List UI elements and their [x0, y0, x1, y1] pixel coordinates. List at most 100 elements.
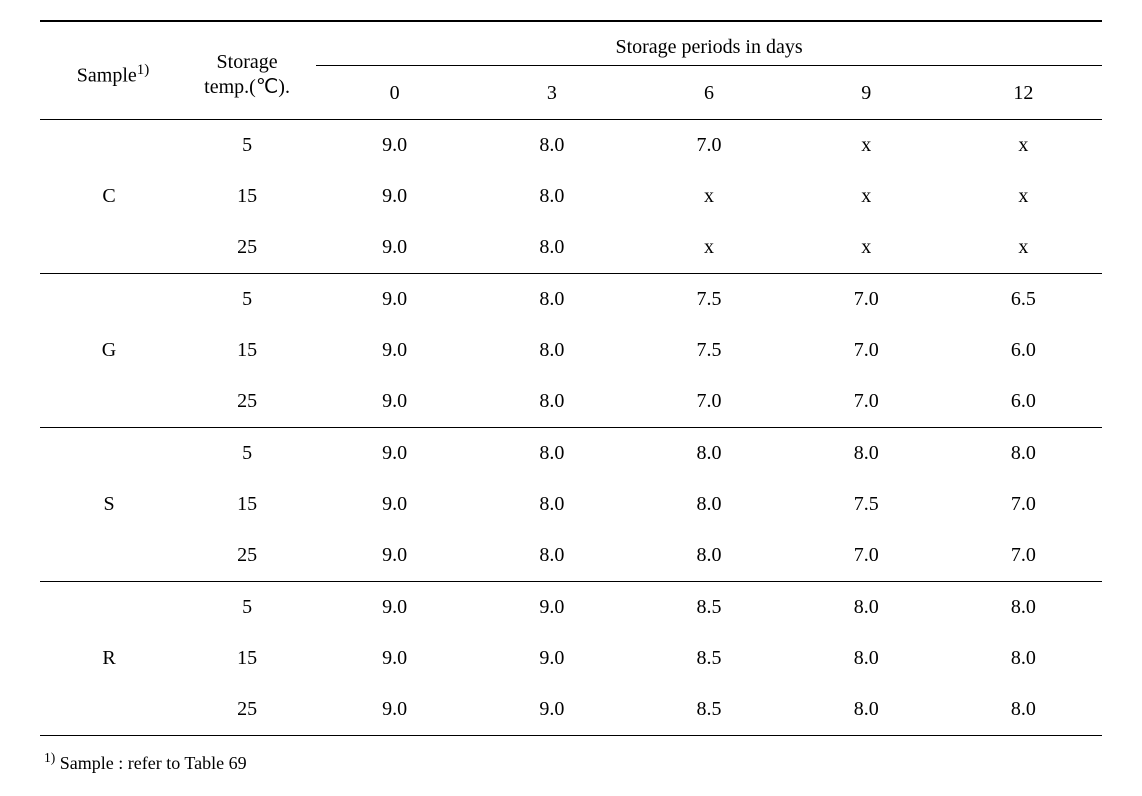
- table-body: C 5 9.0 8.0 7.0 x x 15 9.0 8.0 x x x 25 …: [40, 120, 1102, 736]
- value-cell: x: [788, 120, 945, 172]
- table-row: 25 9.0 8.0 7.0 7.0 6.0: [40, 376, 1102, 428]
- temp-cell: 25: [178, 530, 316, 582]
- value-cell: 8.0: [945, 582, 1102, 634]
- value-cell: 7.0: [945, 530, 1102, 582]
- value-cell: 7.5: [630, 325, 787, 376]
- col-header-sample: Sample1): [40, 21, 178, 120]
- value-cell: 9.0: [316, 325, 473, 376]
- value-cell: 8.0: [945, 684, 1102, 736]
- value-cell: 9.0: [316, 171, 473, 222]
- temp-cell: 15: [178, 171, 316, 222]
- spanner-label: Storage periods in days: [316, 36, 1102, 66]
- col-header-day: 0: [316, 72, 473, 120]
- value-cell: 8.0: [473, 479, 630, 530]
- value-cell: 8.0: [473, 171, 630, 222]
- value-cell: 9.0: [316, 120, 473, 172]
- value-cell: 7.0: [630, 376, 787, 428]
- table-row: S 5 9.0 8.0 8.0 8.0 8.0: [40, 428, 1102, 480]
- value-cell: 8.0: [788, 684, 945, 736]
- sample-cell: C: [40, 120, 178, 274]
- temp-label-line2: temp.(℃).: [204, 76, 290, 98]
- value-cell: 9.0: [316, 479, 473, 530]
- value-cell: 8.0: [945, 428, 1102, 480]
- value-cell: 8.0: [473, 325, 630, 376]
- value-cell: 8.0: [473, 222, 630, 274]
- value-cell: 9.0: [316, 684, 473, 736]
- table-row: 15 9.0 8.0 7.5 7.0 6.0: [40, 325, 1102, 376]
- col-header-temp: Storage temp.(℃).: [178, 21, 316, 120]
- temp-cell: 5: [178, 120, 316, 172]
- data-table: Sample1) Storage temp.(℃). Storage perio…: [40, 20, 1102, 736]
- value-cell: x: [945, 120, 1102, 172]
- value-cell: 6.0: [945, 376, 1102, 428]
- value-cell: 9.0: [316, 530, 473, 582]
- value-cell: 8.0: [630, 530, 787, 582]
- value-cell: 7.0: [630, 120, 787, 172]
- col-header-day: 3: [473, 72, 630, 120]
- value-cell: 7.5: [788, 479, 945, 530]
- value-cell: 8.0: [630, 479, 787, 530]
- value-cell: 6.5: [945, 274, 1102, 326]
- value-cell: 7.0: [788, 376, 945, 428]
- value-cell: 8.0: [473, 530, 630, 582]
- value-cell: 8.0: [630, 428, 787, 480]
- table-row: R 5 9.0 9.0 8.5 8.0 8.0: [40, 582, 1102, 634]
- col-header-day: 12: [945, 72, 1102, 120]
- col-header-spanner: Storage periods in days: [316, 21, 1102, 72]
- table-header: Sample1) Storage temp.(℃). Storage perio…: [40, 21, 1102, 120]
- value-cell: 7.0: [788, 274, 945, 326]
- value-cell: x: [630, 222, 787, 274]
- value-cell: 7.0: [788, 325, 945, 376]
- value-cell: 8.5: [630, 633, 787, 684]
- table-row: 15 9.0 8.0 x x x: [40, 171, 1102, 222]
- value-cell: 8.0: [788, 633, 945, 684]
- value-cell: 9.0: [316, 428, 473, 480]
- value-cell: 8.0: [473, 376, 630, 428]
- header-row-1: Sample1) Storage temp.(℃). Storage perio…: [40, 21, 1102, 72]
- table-row: G 5 9.0 8.0 7.5 7.0 6.5: [40, 274, 1102, 326]
- value-cell: 9.0: [473, 633, 630, 684]
- sample-cell: S: [40, 428, 178, 582]
- temp-cell: 25: [178, 376, 316, 428]
- sample-label-text: Sample: [77, 64, 137, 86]
- value-cell: 9.0: [316, 582, 473, 634]
- value-cell: 8.0: [473, 120, 630, 172]
- value-cell: x: [945, 222, 1102, 274]
- sample-cell: R: [40, 582, 178, 736]
- temp-label-line1: Storage: [217, 51, 278, 73]
- table-row: 15 9.0 9.0 8.5 8.0 8.0: [40, 633, 1102, 684]
- table-row: C 5 9.0 8.0 7.0 x x: [40, 120, 1102, 172]
- temp-cell: 25: [178, 684, 316, 736]
- temp-cell: 15: [178, 325, 316, 376]
- value-cell: 9.0: [473, 684, 630, 736]
- value-cell: 6.0: [945, 325, 1102, 376]
- table-row: 25 9.0 9.0 8.5 8.0 8.0: [40, 684, 1102, 736]
- value-cell: 8.0: [788, 428, 945, 480]
- footnote-text: Sample : refer to Table 69: [55, 753, 246, 773]
- value-cell: x: [945, 171, 1102, 222]
- value-cell: 8.0: [945, 633, 1102, 684]
- col-header-day: 9: [788, 72, 945, 120]
- value-cell: 8.5: [630, 684, 787, 736]
- table-row: 25 9.0 8.0 8.0 7.0 7.0: [40, 530, 1102, 582]
- value-cell: x: [788, 222, 945, 274]
- footnote: 1) Sample : refer to Table 69: [40, 736, 1102, 774]
- sample-cell: G: [40, 274, 178, 428]
- table-row: 15 9.0 8.0 8.0 7.5 7.0: [40, 479, 1102, 530]
- value-cell: 8.0: [788, 582, 945, 634]
- value-cell: 9.0: [473, 582, 630, 634]
- value-cell: 7.5: [630, 274, 787, 326]
- value-cell: 9.0: [316, 376, 473, 428]
- temp-cell: 5: [178, 582, 316, 634]
- value-cell: x: [788, 171, 945, 222]
- col-header-day: 6: [630, 72, 787, 120]
- sample-label-sup: 1): [137, 62, 150, 78]
- value-cell: 9.0: [316, 222, 473, 274]
- temp-cell: 15: [178, 479, 316, 530]
- value-cell: 8.0: [473, 274, 630, 326]
- value-cell: 7.0: [788, 530, 945, 582]
- temp-cell: 5: [178, 274, 316, 326]
- value-cell: 8.5: [630, 582, 787, 634]
- value-cell: 9.0: [316, 274, 473, 326]
- value-cell: 7.0: [945, 479, 1102, 530]
